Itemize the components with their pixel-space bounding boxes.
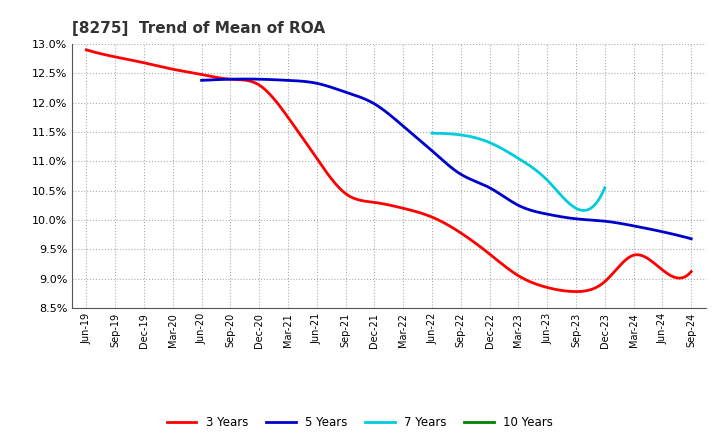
3 Years: [442, 221, 451, 227]
Line: 5 Years: 5 Years: [202, 79, 691, 239]
Line: 7 Years: 7 Years: [432, 133, 605, 210]
3 Years: [594, 284, 603, 289]
7 Years: [573, 206, 582, 212]
Text: [8275]  Trend of Mean of ROA: [8275] Trend of Mean of ROA: [72, 21, 325, 36]
3 Years: [687, 269, 696, 274]
3 Years: [440, 220, 449, 226]
5 Years: [197, 78, 206, 83]
7 Years: [530, 166, 539, 172]
Legend: 3 Years, 5 Years, 7 Years, 10 Years: 3 Years, 5 Years, 7 Years, 10 Years: [162, 412, 558, 434]
7 Years: [428, 131, 437, 136]
3 Years: [632, 252, 641, 257]
7 Years: [531, 167, 539, 172]
5 Years: [611, 220, 620, 225]
3 Years: [452, 227, 461, 233]
3 Years: [572, 289, 580, 294]
5 Years: [490, 188, 499, 193]
5 Years: [643, 226, 652, 231]
7 Years: [579, 208, 588, 213]
5 Years: [489, 187, 498, 192]
7 Years: [428, 131, 436, 136]
5 Years: [498, 193, 507, 198]
5 Years: [687, 236, 696, 242]
5 Years: [199, 77, 207, 83]
5 Years: [241, 77, 250, 82]
3 Years: [82, 47, 91, 52]
7 Years: [585, 206, 593, 212]
Line: 3 Years: 3 Years: [86, 50, 691, 292]
7 Years: [534, 169, 542, 174]
3 Years: [84, 48, 93, 53]
7 Years: [600, 185, 609, 191]
